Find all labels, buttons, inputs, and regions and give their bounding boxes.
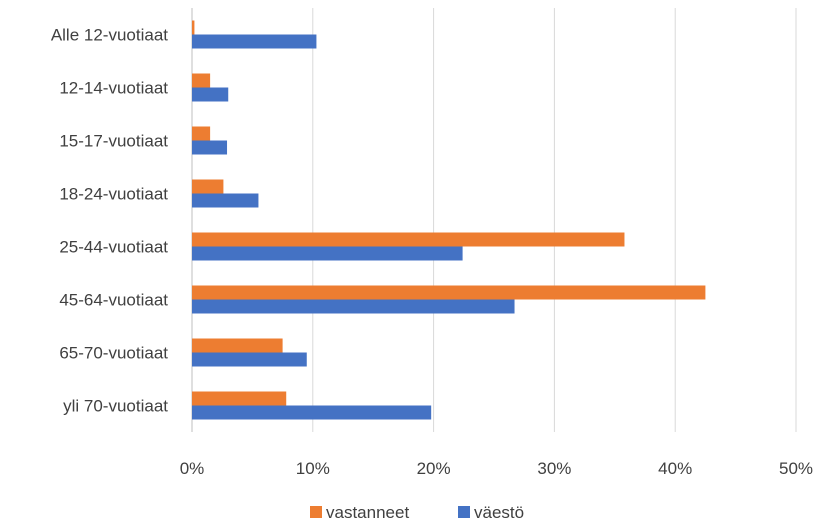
- category-label: Alle 12-vuotiaat: [51, 26, 168, 45]
- category-label: yli 70-vuotiaat: [63, 397, 168, 416]
- legend-label: vastanneet: [326, 503, 409, 522]
- category-label: 25-44-vuotiaat: [59, 238, 168, 257]
- bar-väestö: [192, 246, 463, 261]
- legend-swatch: [458, 506, 470, 518]
- bar-väestö: [192, 352, 307, 367]
- bar-väestö: [192, 405, 432, 420]
- bar-vastanneet: [192, 126, 211, 141]
- bars: [192, 20, 706, 420]
- legend-label: väestö: [474, 503, 524, 522]
- legend-swatch: [310, 506, 322, 518]
- category-labels: Alle 12-vuotiaat 12-14-vuotiaat 15-17-vuot…: [51, 26, 168, 416]
- legend: vastanneet väestö: [310, 503, 524, 522]
- bar-vastanneet: [192, 338, 283, 353]
- gridlines: [191, 8, 797, 432]
- bar-vastanneet: [192, 20, 195, 35]
- x-tick-label: 10%: [296, 459, 330, 478]
- x-tick-labels: 0% 10% 20% 30% 40% 50%: [180, 459, 813, 478]
- category-label: 15-17-vuotiaat: [59, 132, 168, 151]
- category-label: 12-14-vuotiaat: [59, 79, 168, 98]
- bar-vastanneet: [192, 73, 211, 88]
- bar-vastanneet: [192, 179, 224, 194]
- category-label: 45-64-vuotiaat: [59, 291, 168, 310]
- x-tick-label: 0%: [180, 459, 205, 478]
- x-tick-label: 40%: [658, 459, 692, 478]
- bar-väestö: [192, 193, 259, 208]
- bar-väestö: [192, 140, 228, 155]
- x-tick-label: 50%: [779, 459, 813, 478]
- category-label: 65-70-vuotiaat: [59, 344, 168, 363]
- bar-vastanneet: [192, 285, 706, 300]
- x-tick-label: 20%: [417, 459, 451, 478]
- bar-väestö: [192, 299, 515, 314]
- bar-vastanneet: [192, 232, 625, 247]
- bar-vastanneet: [192, 391, 287, 406]
- bar-väestö: [192, 34, 317, 49]
- x-tick-label: 30%: [537, 459, 571, 478]
- bar-väestö: [192, 87, 229, 102]
- category-label: 18-24-vuotiaat: [59, 185, 168, 204]
